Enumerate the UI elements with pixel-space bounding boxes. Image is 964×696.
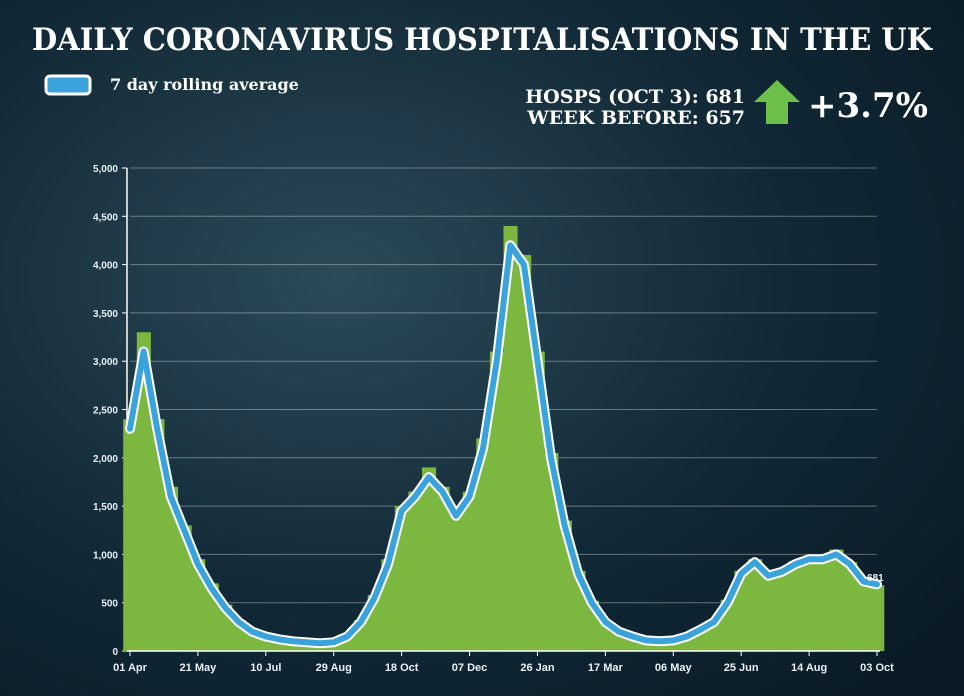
bar	[802, 556, 816, 651]
bar	[463, 492, 477, 651]
x-tick-label: 03 Oct	[860, 662, 894, 674]
x-tick-label: 25 Jun	[724, 662, 759, 674]
y-tick-label: 0	[112, 647, 118, 658]
legend-swatch	[46, 76, 90, 94]
week-before-note: WEEK BEFORE: 657	[526, 107, 745, 129]
y-tick-label: 5,000	[93, 164, 118, 175]
x-tick-label: 21 May	[180, 662, 218, 674]
bar	[775, 569, 789, 651]
bar	[857, 580, 871, 651]
x-tick-label: 10 Jul	[250, 662, 281, 674]
x-tick-label: 29 Aug	[316, 662, 352, 674]
y-tick-label: 3,000	[93, 357, 118, 368]
x-tick-label: 17 Mar	[588, 662, 624, 674]
y-tick-label: 3,500	[93, 309, 118, 320]
x-tick-label: 18 Oct	[385, 662, 419, 674]
x-tick-label: 14 Aug	[791, 662, 827, 674]
y-tick-label: 500	[101, 599, 118, 610]
bar	[408, 492, 422, 651]
bar	[789, 561, 803, 651]
y-tick-label: 4,000	[93, 261, 118, 272]
bar	[816, 557, 830, 651]
legend-label: 7 day rolling average	[110, 75, 299, 94]
x-tick-label: 26 Jan	[520, 662, 555, 674]
bar	[762, 574, 776, 651]
x-tick-label: 01 Apr	[113, 662, 148, 674]
change-label: +3.7%	[808, 86, 928, 126]
bar	[829, 550, 843, 651]
bar	[870, 585, 884, 651]
y-tick-label: 4,500	[93, 212, 118, 223]
y-tick-label: 1,500	[93, 502, 118, 513]
x-tick-label: 07 Dec	[452, 662, 487, 674]
end-label: 681	[867, 573, 884, 584]
y-tick-label: 2,500	[93, 406, 118, 417]
chart-title: DAILY CORONAVIRUS HOSPITALISATIONS IN TH…	[32, 22, 933, 58]
bar	[449, 511, 463, 651]
y-tick-label: 2,000	[93, 454, 118, 465]
y-tick-label: 1,000	[93, 550, 118, 561]
bar	[422, 467, 436, 651]
x-tick-label: 06 May	[655, 662, 693, 674]
hosps-note: HOSPS (OCT 3): 681	[525, 86, 745, 108]
bar	[123, 419, 137, 651]
bar	[436, 487, 450, 651]
chart: DAILY CORONAVIRUS HOSPITALISATIONS IN TH…	[0, 0, 964, 696]
